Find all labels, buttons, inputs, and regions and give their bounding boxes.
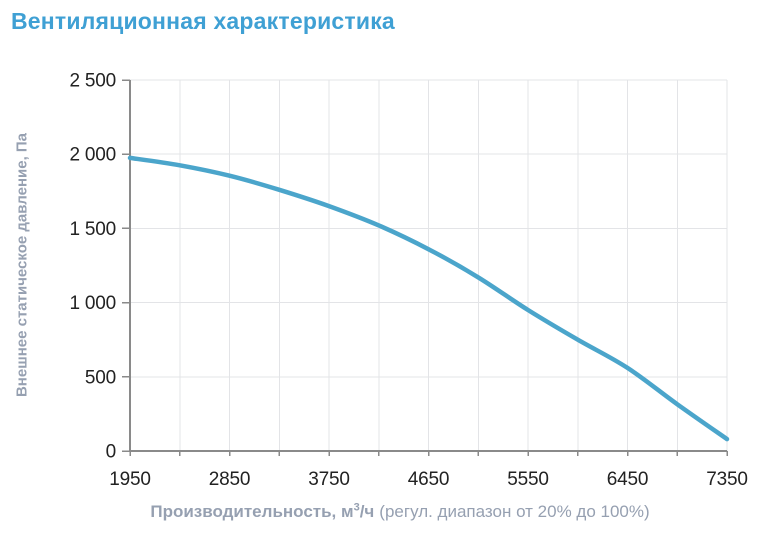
chart-title: Вентиляционная характеристика [11, 8, 395, 34]
x-tick-label: 6450 [607, 469, 648, 490]
x-tick-label: 7350 [706, 469, 747, 490]
y-tick-label: 500 [85, 367, 116, 388]
y-tick-label: 2 000 [69, 145, 116, 166]
fan-curve-line [127, 155, 730, 442]
x-tick-label: 3750 [308, 469, 349, 490]
x-axis-title-superscript: 3 [353, 501, 360, 514]
x-axis-title: Производительность, м3/ч (регул. диапазон… [98, 502, 702, 522]
y-tick-labels: 0 500 1 000 1 500 2 000 2 500 [69, 71, 116, 463]
x-axis-title-note: (регул. диапазон от 20% до 100%) [379, 502, 650, 521]
x-tick-labels: 1950 2850 3750 4650 5550 6450 7350 [109, 469, 748, 490]
y-tick-label: 1 500 [69, 219, 116, 240]
y-tick-label: 1 000 [69, 293, 116, 314]
x-axis-title-unit: /ч [359, 502, 375, 521]
x-axis-title-main: Производительность, м [150, 502, 354, 521]
tick-marks [122, 79, 728, 456]
x-tick-label: 1950 [109, 469, 150, 490]
y-tick-label: 0 [106, 442, 116, 463]
y-tick-label: 2 500 [69, 71, 116, 92]
x-tick-label: 4650 [408, 469, 449, 490]
x-tick-label: 2850 [209, 469, 250, 490]
x-tick-label: 5550 [507, 469, 548, 490]
gridlines [130, 79, 728, 451]
